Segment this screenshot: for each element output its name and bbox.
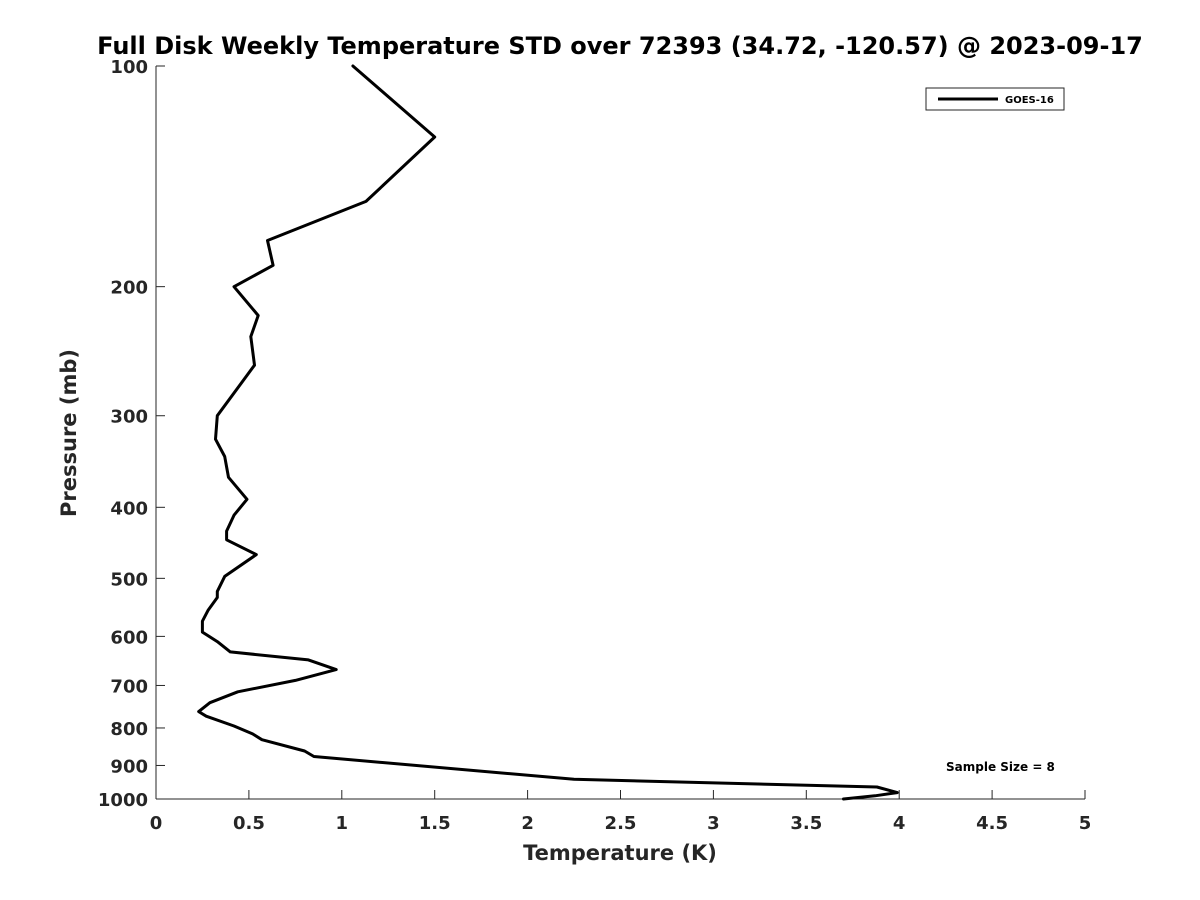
- x-tick-label: 2: [521, 813, 534, 834]
- x-axis-label: Temperature (K): [523, 841, 717, 865]
- legend: GOES-16: [925, 87, 1065, 111]
- x-tick-label: 1: [336, 813, 349, 834]
- y-axis-ticks: 100 200 300 400 500 600 700 800 900 1000: [98, 57, 165, 811]
- x-tick-label: 1.5: [419, 813, 451, 834]
- legend-label-goes-16: GOES-16: [1005, 95, 1054, 106]
- y-tick-label: 600: [110, 627, 148, 648]
- x-tick-label: 3: [707, 813, 720, 834]
- y-tick-label: 900: [110, 756, 148, 777]
- y-tick-label: 100: [110, 57, 148, 78]
- x-tick-label: 4.5: [976, 813, 1008, 834]
- y-axis-label: Pressure (mb): [57, 349, 81, 517]
- chart-title: Full Disk Weekly Temperature STD over 72…: [97, 32, 1143, 60]
- x-tick-label: 0.5: [233, 813, 265, 834]
- y-tick-label: 300: [110, 407, 148, 428]
- x-axis-ticks: 0 0.5 1 1.5 2 2.5 3 3.5 4 4.5 5: [150, 790, 1092, 834]
- y-tick-label: 400: [110, 498, 148, 519]
- y-tick-label: 200: [110, 278, 148, 299]
- x-tick-label: 2.5: [605, 813, 637, 834]
- y-tick-label: 500: [110, 569, 148, 590]
- y-tick-label: 800: [110, 719, 148, 740]
- series-line-goes-16: [197, 64, 899, 801]
- x-tick-label: 3.5: [790, 813, 822, 834]
- y-tick-label: 700: [110, 676, 148, 697]
- plot-area: 0 0.5 1 1.5 2 2.5 3 3.5 4 4.5 5 100 200 300 400 500 600…: [98, 57, 1091, 834]
- x-tick-label: 4: [893, 813, 906, 834]
- y-tick-label: 1000: [98, 790, 148, 811]
- sample-size-annotation: Sample Size = 8: [946, 760, 1055, 774]
- x-tick-label: 5: [1079, 813, 1092, 834]
- x-tick-label: 0: [150, 813, 163, 834]
